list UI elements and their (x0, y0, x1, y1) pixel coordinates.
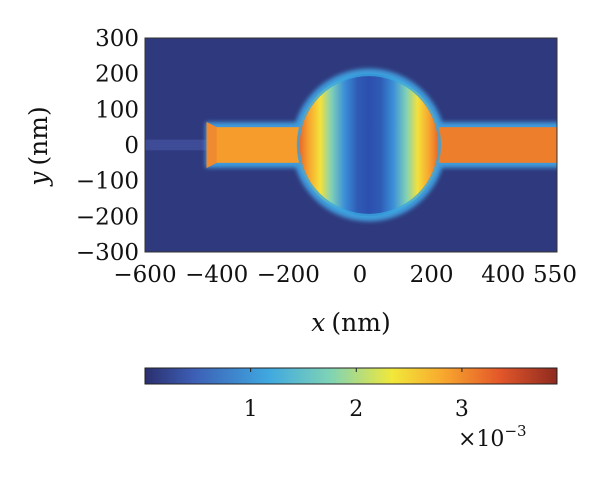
x-tick-label: 200 (410, 262, 454, 288)
y-tick-label: −300 (76, 240, 139, 266)
plot-frame (144, 37, 558, 253)
x-tick-label: 400 (481, 262, 525, 288)
x-tick-label: −200 (257, 262, 320, 288)
colorbar-tick-labels: 1 2 3 (244, 368, 469, 422)
input-strip (145, 139, 210, 151)
colorbar-exponent: ×10−3 (458, 422, 527, 452)
x-tick-label: 0 (353, 262, 368, 288)
x-axis-label: x (nm) (311, 308, 390, 337)
y-tick-label: 300 (95, 26, 139, 52)
colorbar-tick-label: 1 (244, 397, 258, 422)
x-tick-label: 550 (533, 262, 577, 288)
heatmap (145, 38, 557, 252)
y-tick-label: −100 (76, 169, 139, 195)
y-tick-label: 200 (95, 62, 139, 88)
colorbar-tick-label: 3 (455, 397, 469, 422)
x-tick-label: −400 (185, 262, 248, 288)
disk (297, 73, 441, 217)
x-tick-labels: −600 −400 −200 0 200 400 550 (113, 262, 577, 288)
y-tick-label: 0 (124, 133, 139, 159)
y-axis-label: y(nm) (24, 106, 53, 186)
colorbar (144, 367, 558, 385)
colorbar-tick-label: 2 (349, 397, 363, 422)
x-tick-label: −600 (113, 262, 176, 288)
disk-rim (296, 73, 442, 217)
y-tick-labels: 300 200 100 0 −100 −200 −300 (76, 26, 139, 266)
y-tick-label: −200 (76, 204, 139, 230)
y-tick-label: 100 (95, 97, 139, 123)
left-taper (206, 121, 217, 169)
